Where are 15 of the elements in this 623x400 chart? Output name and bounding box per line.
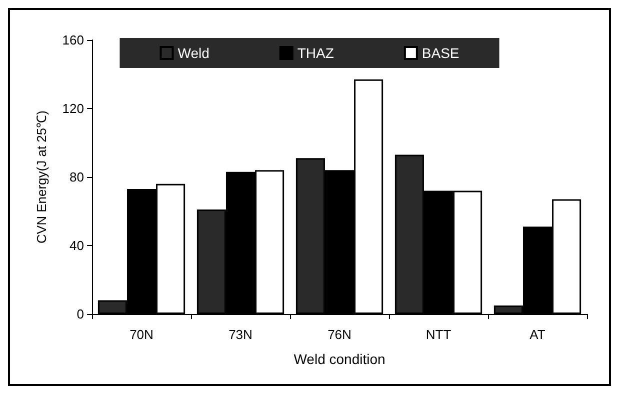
y-tick-label: 160 (62, 32, 84, 48)
x-tick-label: NTT (426, 327, 452, 342)
x-tick-label: AT (530, 327, 546, 342)
x-tick-label: 70N (130, 327, 154, 342)
x-tick-label: 73N (228, 327, 252, 342)
x-axis-title: Weld condition (294, 351, 386, 367)
legend-label: BASE (422, 45, 460, 61)
y-tick-label: 0 (76, 306, 84, 322)
y-tick-label: 80 (70, 170, 84, 184)
legend-label: THAZ (297, 45, 334, 61)
y-tick-label: 120 (62, 101, 84, 116)
legend-label: Weld (178, 45, 210, 61)
x-tick-label: 76N (328, 327, 352, 342)
y-axis-title: CVN Energy(J at 25℃) (34, 110, 49, 244)
y-tick-label: 40 (70, 238, 84, 253)
